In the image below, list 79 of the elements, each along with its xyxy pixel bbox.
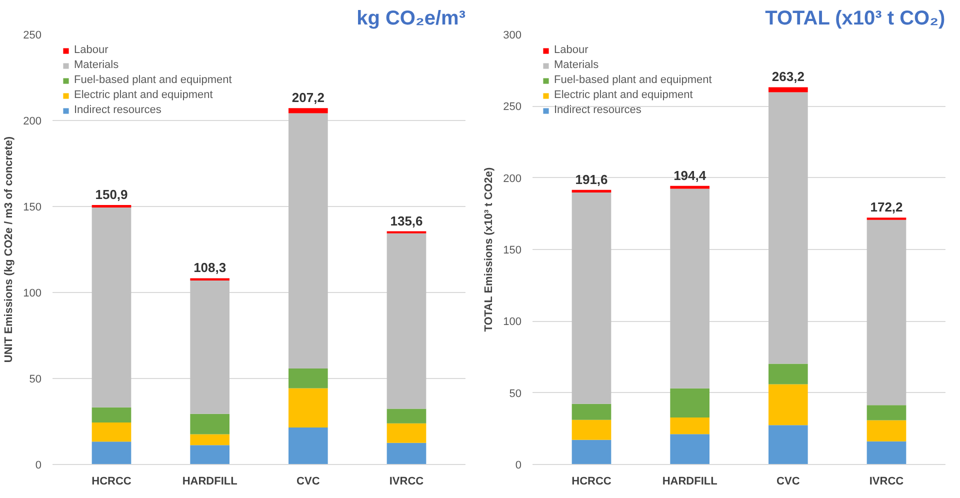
- bar: [288, 368, 328, 388]
- y-tick-label: 100: [503, 316, 522, 328]
- total-label: 207,2: [292, 90, 324, 106]
- legend-label: Fuel-based plant and equipment: [554, 74, 712, 86]
- bar: [386, 442, 426, 464]
- bar: [768, 384, 808, 426]
- bar: [670, 388, 710, 418]
- y-tick-label: 100: [23, 288, 42, 300]
- total-label: 191,6: [575, 172, 608, 187]
- legend-label: Materials: [74, 59, 119, 71]
- legend-label: Indirect resources: [74, 104, 162, 116]
- y-tick-label: 250: [23, 30, 42, 42]
- y-tick-label: 300: [503, 30, 522, 42]
- legend-label: Labour: [74, 44, 108, 56]
- legend-label: Materials: [554, 59, 599, 71]
- x-tick-label: HARDFILL: [662, 476, 718, 488]
- bar: [572, 440, 612, 464]
- bar: [572, 192, 612, 404]
- y-tick-label: 50: [509, 388, 522, 400]
- bar: [572, 420, 612, 440]
- y-tick-label: 0: [35, 460, 42, 472]
- y-tick-label: 200: [23, 116, 42, 128]
- total-label: 194,4: [674, 168, 707, 183]
- bar: [288, 113, 328, 369]
- x-tick-label: CVC: [296, 476, 320, 488]
- bar: [866, 441, 906, 464]
- legend-label: Electric plant and equipment: [74, 89, 213, 101]
- total-label: 108,3: [194, 260, 226, 276]
- bar: [288, 428, 328, 464]
- legend-label: Fuel-based plant and equipment: [74, 74, 232, 86]
- bar: [190, 414, 230, 434]
- legend-label: Indirect resources: [554, 104, 642, 116]
- bar: [768, 364, 808, 384]
- bar: [866, 405, 906, 420]
- bar: [866, 420, 906, 442]
- y-tick-label: 50: [29, 374, 42, 386]
- total-label: 150,9: [95, 186, 128, 202]
- x-tick-label: HCRCC: [92, 476, 132, 488]
- bar: [288, 108, 328, 114]
- bar: [866, 220, 906, 406]
- x-tick-label: CVC: [776, 476, 800, 488]
- bar: [670, 188, 710, 388]
- total-label: 263,2: [772, 69, 804, 84]
- bar: [190, 434, 230, 446]
- y-tick-label: 150: [23, 202, 42, 214]
- y-axis-title: TOTAL Emissions (x10³ t CO2e): [483, 167, 496, 332]
- bar: [572, 190, 612, 192]
- x-tick-label: IVRCC: [389, 476, 424, 488]
- bar: [190, 445, 230, 464]
- legend-label: Electric plant and equipment: [554, 89, 693, 101]
- y-tick-label: 150: [503, 244, 522, 256]
- bar: [572, 404, 612, 420]
- y-tick-label: 200: [503, 172, 522, 185]
- bar: [386, 423, 426, 443]
- bar: [92, 204, 132, 208]
- total-label: 135,6: [390, 213, 423, 228]
- total-label: 172,2: [870, 200, 903, 215]
- bar: [386, 408, 426, 424]
- bar: [670, 417, 710, 434]
- bar: [190, 280, 230, 414]
- bar: [92, 442, 132, 464]
- bar: [670, 434, 710, 464]
- x-tick-label: HCRCC: [572, 476, 612, 488]
- y-axis-title: UNIT Emissions (kg CO2e / m3 of concrete): [3, 136, 16, 363]
- bar: [768, 87, 808, 92]
- bar: [92, 208, 132, 408]
- bar: [92, 422, 132, 442]
- bar: [92, 407, 132, 423]
- bar: [768, 92, 808, 364]
- bar: [386, 233, 426, 409]
- x-tick-label: HARDFILL: [182, 476, 238, 488]
- bar: [768, 425, 808, 464]
- y-tick-label: 0: [515, 460, 522, 472]
- y-tick-label: 250: [503, 101, 522, 114]
- legend-label: Labour: [554, 44, 588, 56]
- chart-title: TOTAL (x10³ t CO₂): [765, 8, 946, 30]
- x-tick-label: IVRCC: [869, 476, 904, 488]
- chart-title: kg CO₂e/m³: [356, 8, 466, 30]
- bar: [288, 388, 328, 428]
